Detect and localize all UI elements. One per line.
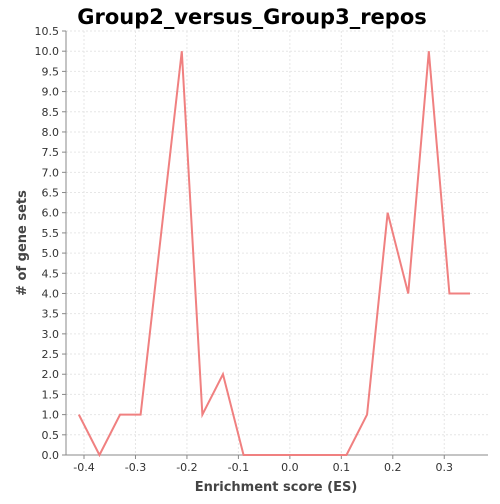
y-tick-label: 6.0 — [42, 207, 60, 220]
y-tick-label: 4.0 — [42, 287, 60, 300]
y-tick-label: 2.5 — [42, 348, 60, 361]
x-tick-label: -0.4 — [73, 461, 94, 474]
x-tick-label: -0.2 — [176, 461, 197, 474]
y-tick-label: 9.0 — [42, 86, 60, 99]
y-tick-label: 2.0 — [42, 368, 60, 381]
chart-title: Group2_versus_Group3_repos — [77, 5, 427, 29]
x-tick-label: -0.1 — [228, 461, 249, 474]
y-tick-label: 0.5 — [42, 429, 60, 442]
y-tick-label: 1.0 — [42, 409, 60, 422]
x-tick-label: 0.0 — [281, 461, 299, 474]
series-line — [77, 51, 470, 458]
y-tick-label: 3.0 — [42, 328, 60, 341]
y-tick-label: 4.5 — [42, 267, 60, 280]
x-tick-label: 0.2 — [384, 461, 402, 474]
series-layer — [77, 51, 470, 458]
y-tick-label: 3.5 — [42, 308, 60, 321]
y-tick-label: 5.0 — [42, 247, 60, 260]
grid — [66, 30, 488, 456]
y-tick-label: 1.5 — [42, 388, 60, 401]
y-tick-label: 8.0 — [42, 126, 60, 139]
tick-labels: 0.0 0.5 1.0 1.5 2.0 2.5 3.0 3.5 4.0 4.5 5.0 5.5 6.0 6… — [35, 25, 454, 474]
x-axis-label: Enrichment score (ES) — [195, 480, 358, 495]
y-tick-label: 6.5 — [42, 187, 60, 200]
x-tick-label: 0.3 — [436, 461, 454, 474]
y-tick-label: 10.0 — [35, 45, 60, 58]
y-tick-label: 7.5 — [42, 146, 60, 159]
y-axis-label: # of gene sets — [15, 190, 30, 296]
y-tick-label: 5.5 — [42, 227, 60, 240]
x-tick-label: 0.1 — [333, 461, 351, 474]
y-tick-label: 8.5 — [42, 106, 60, 119]
x-tick-label: -0.3 — [125, 461, 146, 474]
y-tick-label: 9.5 — [42, 65, 60, 78]
y-tick-label: 10.5 — [35, 25, 60, 38]
y-tick-label: 7.0 — [42, 166, 60, 179]
y-tick-label: 0.0 — [42, 449, 60, 462]
